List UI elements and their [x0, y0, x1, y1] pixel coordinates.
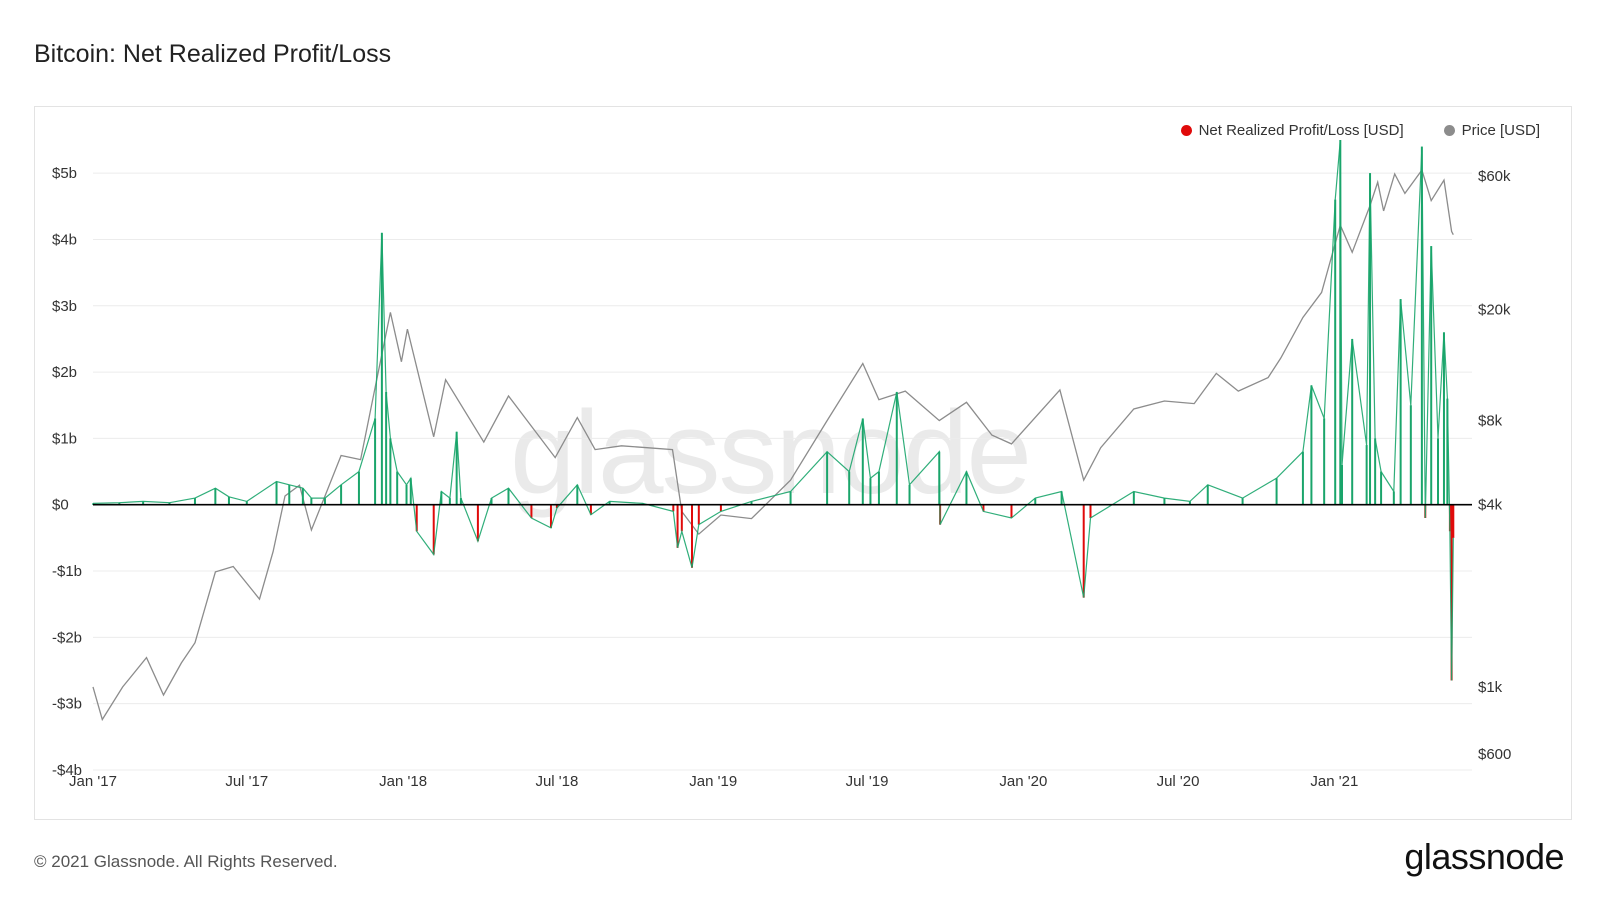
y-left-tick-0: $5b: [52, 165, 77, 182]
y-left-tick-7: -$2b: [52, 629, 82, 646]
y-left-tick-6: -$1b: [52, 563, 82, 580]
legend-label-price: Price [USD]: [1461, 122, 1540, 139]
x-tick-8: Jan '21: [1310, 773, 1358, 790]
y-right-tick-1: $20k: [1478, 301, 1511, 318]
legend-label-net-realized: Net Realized Profit/Loss [USD]: [1198, 122, 1404, 139]
y-right-tick-5: $600: [1478, 746, 1511, 763]
y-left-tick-1: $4b: [52, 231, 77, 248]
x-tick-7: Jul '20: [1157, 773, 1200, 790]
chart-panel: [34, 106, 1572, 820]
y-right-tick-3: $4k: [1478, 497, 1503, 514]
x-tick-4: Jan '19: [689, 773, 737, 790]
y-left-tick-9: -$4b: [52, 762, 82, 779]
copyright-text: © 2021 Glassnode. All Rights Reserved.: [34, 852, 338, 871]
y-right-tick-4: $1k: [1478, 679, 1503, 696]
y-left-tick-8: -$3b: [52, 696, 82, 713]
x-tick-3: Jul '18: [535, 773, 578, 790]
y-right-tick-2: $8k: [1478, 413, 1503, 430]
x-tick-6: Jan '20: [999, 773, 1047, 790]
chart-legend: Net Realized Profit/Loss [USD] Price [US…: [1180, 122, 1540, 139]
brand-logo: glassnode: [1404, 836, 1564, 877]
legend-dot-net-realized: [1180, 125, 1192, 136]
x-tick-0: Jan '17: [69, 773, 117, 790]
x-tick-5: Jul '19: [846, 773, 889, 790]
npl-line: [92, 139, 1454, 681]
y-left-tick-4: $1b: [52, 430, 77, 447]
y-left-tick-3: $2b: [52, 364, 77, 381]
chart-title: Bitcoin: Net Realized Profit/Loss: [34, 40, 392, 68]
price-line: [92, 168, 1454, 722]
legend-dot-price: [1443, 125, 1455, 136]
legend-item-net-realized[interactable]: Net Realized Profit/Loss [USD]: [1180, 122, 1404, 139]
x-tick-2: Jan '18: [379, 773, 427, 790]
x-tick-1: Jul '17: [225, 773, 268, 790]
legend-item-price[interactable]: Price [USD]: [1443, 122, 1540, 139]
y-right-tick-0: $60k: [1478, 168, 1511, 185]
y-left-tick-2: $3b: [52, 298, 77, 315]
y-left-tick-5: $0: [52, 497, 69, 514]
